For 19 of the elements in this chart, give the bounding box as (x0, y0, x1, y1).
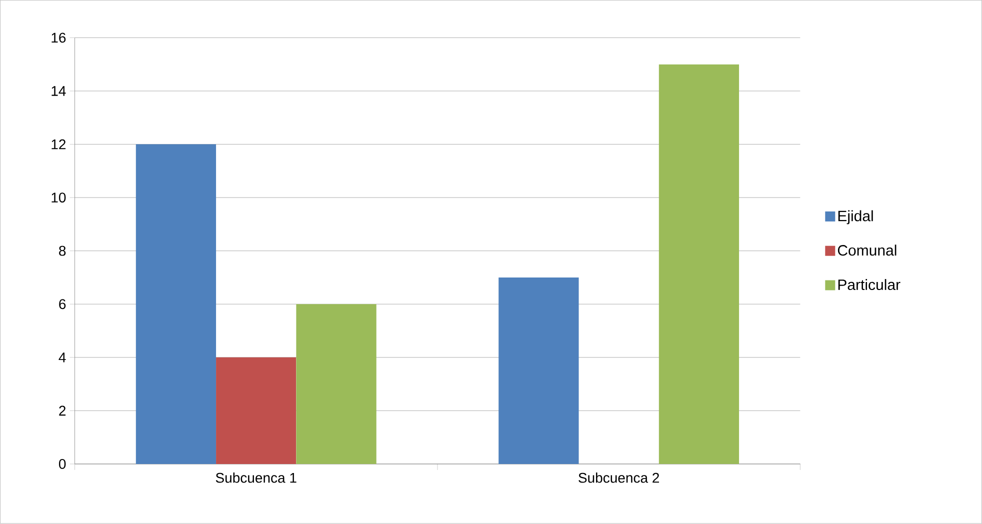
legend-label: Comunal (838, 244, 896, 256)
x-tick-label: Subcuenca 2 (578, 472, 659, 483)
bar (658, 64, 740, 464)
y-tick-label: 4 (58, 352, 66, 362)
y-tick-label: 2 (59, 406, 66, 416)
y-tick-label: 0 (58, 459, 66, 470)
bar (296, 304, 376, 464)
y-tick-label: 6 (59, 299, 66, 310)
y-tick-label: 10 (52, 192, 66, 203)
y-tick-label: 12 (52, 140, 66, 150)
bar (498, 278, 579, 464)
bar (216, 358, 296, 464)
y-tick-label: 8 (59, 246, 66, 256)
y-tick-label: 16 (52, 32, 66, 43)
bar (136, 144, 216, 464)
x-tick-label: Subcuenca 1 (216, 472, 296, 483)
y-tick-label: 14 (52, 86, 66, 96)
legend-label: Particular (838, 279, 900, 290)
legend-label: Ejidal (838, 210, 873, 224)
